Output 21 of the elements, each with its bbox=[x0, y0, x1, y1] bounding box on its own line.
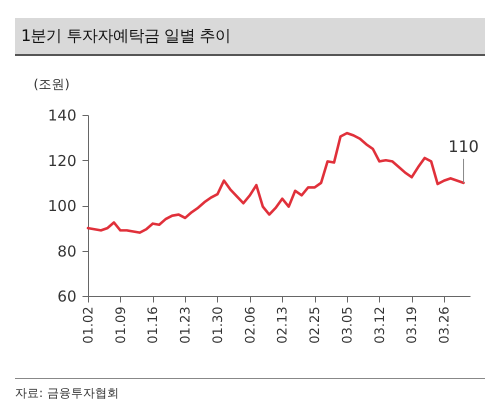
x-tick-label: 02.13 bbox=[276, 306, 291, 344]
x-tick-label: 01.16 bbox=[146, 306, 162, 344]
x-tick-label: 03.19 bbox=[405, 306, 420, 344]
x-tick-label: 01.09 bbox=[114, 306, 129, 344]
annotation: 110 bbox=[448, 136, 479, 156]
x-tick-label: 02.06 bbox=[243, 306, 258, 344]
x-tick-label: 03.12 bbox=[372, 306, 388, 344]
chart-title: 1분기 투자자예탁금 일별 추이 bbox=[21, 26, 230, 47]
x-tick-label: 01.30 bbox=[210, 306, 226, 344]
y-tick-label: 120 bbox=[48, 152, 76, 170]
x-tick-label: 01.23 bbox=[178, 306, 194, 344]
y-tick-label: 100 bbox=[48, 197, 76, 215]
text: 자료: 금융투자협회 bbox=[15, 378, 485, 402]
y-axis-title: (조원) bbox=[34, 78, 70, 92]
x-tick-label: 01.02 bbox=[82, 306, 96, 344]
x-tick-label: 02.25 bbox=[308, 306, 324, 344]
x-tick-label: 03.05 bbox=[340, 306, 356, 344]
x-tick-label: 03.26 bbox=[438, 306, 453, 344]
y-tick-label: 80 bbox=[57, 242, 76, 260]
y-tick-label: 140 bbox=[48, 106, 76, 124]
y-tick-label: 60 bbox=[57, 288, 76, 306]
